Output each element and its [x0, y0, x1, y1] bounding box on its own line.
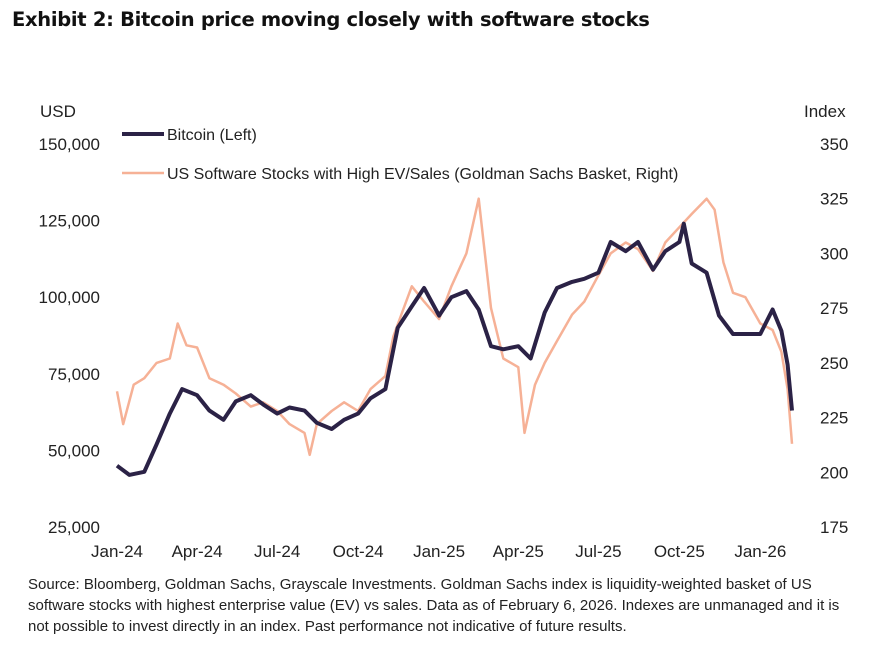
- software-stocks-line: [115, 197, 794, 457]
- legend-label-software: US Software Stocks with High EV/Sales (G…: [167, 166, 678, 183]
- right-tick-label: 175: [820, 518, 848, 537]
- right-tick-label: 200: [820, 463, 848, 482]
- right-tick-label: 250: [820, 354, 848, 373]
- x-tick-label: Jan-25: [413, 542, 465, 561]
- right-tick-label: 325: [820, 190, 848, 209]
- x-tick-label: Oct-24: [333, 542, 384, 561]
- legend-label-bitcoin: Bitcoin (Left): [167, 127, 257, 144]
- x-tick-label: Apr-24: [172, 542, 223, 561]
- bitcoin-line: [115, 221, 794, 477]
- x-tick-label: Jan-24: [91, 542, 143, 561]
- x-tick-label: Jul-24: [254, 542, 300, 561]
- left-axis-label: USD: [40, 102, 76, 121]
- left-tick-label: 150,000: [39, 135, 100, 154]
- x-tick-label: Apr-25: [493, 542, 544, 561]
- x-tick-label: Jan-26: [734, 542, 786, 561]
- chart: USD Index 150,000 125,000 100,000 75,000 50,…: [39, 102, 849, 561]
- left-tick-label: 75,000: [48, 365, 100, 384]
- left-tick-label: 50,000: [48, 441, 100, 460]
- left-tick-label: 125,000: [39, 212, 100, 231]
- x-tick-label: Jul-25: [575, 542, 621, 561]
- source-note: Source: Bloomberg, Goldman Sachs, Graysc…: [28, 576, 840, 635]
- right-tick-label: 350: [820, 135, 848, 154]
- left-tick-label: 25,000: [48, 518, 100, 537]
- right-tick-label: 225: [820, 409, 848, 428]
- right-tick-label: 275: [820, 299, 848, 318]
- right-axis-label: Index: [804, 102, 846, 121]
- x-tick-label: Oct-25: [654, 542, 705, 561]
- chart-title: Exhibit 2: Bitcoin price moving closely …: [12, 8, 650, 31]
- legend: Bitcoin (Left) US Software Stocks with H…: [122, 127, 678, 183]
- left-tick-label: 100,000: [39, 288, 100, 307]
- right-tick-label: 300: [820, 244, 848, 263]
